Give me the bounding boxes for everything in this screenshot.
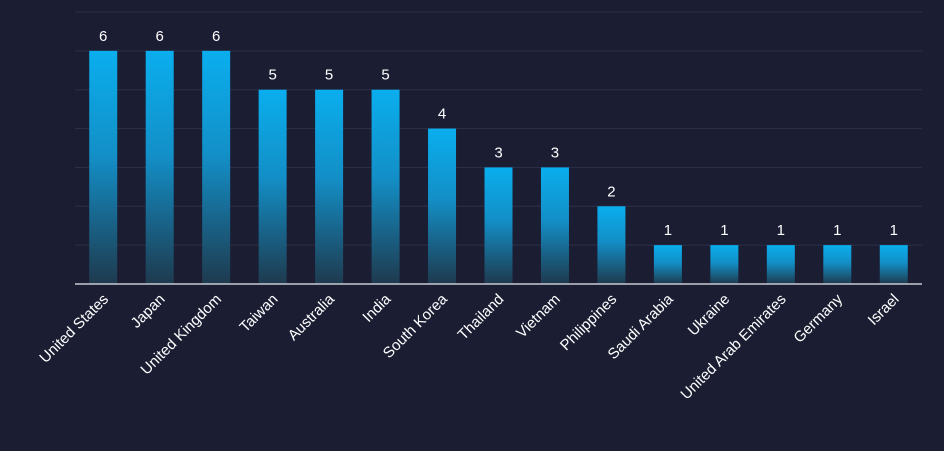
bar	[879, 245, 908, 284]
value-labels: 6 6 6 5 5 5 4 3 3 2 1 1 1 1 1	[99, 28, 898, 239]
bar	[315, 89, 344, 284]
data-label: 2	[607, 183, 615, 200]
bar	[766, 245, 795, 284]
data-label: 5	[381, 67, 389, 84]
data-label: 3	[551, 144, 559, 161]
bars	[89, 50, 908, 284]
data-label: 3	[494, 144, 502, 161]
data-label: 1	[833, 222, 841, 239]
data-label: 1	[664, 222, 672, 239]
bar	[202, 50, 231, 284]
bar	[258, 89, 287, 284]
bar	[484, 167, 513, 284]
bar	[597, 206, 626, 284]
bar	[823, 245, 852, 284]
bar	[371, 89, 400, 284]
data-label: 1	[890, 222, 898, 239]
data-label: 6	[156, 28, 164, 45]
bar	[89, 50, 118, 284]
bar	[428, 128, 457, 284]
data-label: 5	[268, 67, 276, 84]
bar	[145, 50, 174, 284]
bar	[653, 245, 682, 284]
data-label: 6	[212, 28, 220, 45]
data-label: 6	[99, 28, 107, 45]
data-label: 5	[325, 67, 333, 84]
data-label: 4	[438, 106, 446, 123]
data-label: 1	[777, 222, 785, 239]
bar	[710, 245, 739, 284]
data-label: 1	[720, 222, 728, 239]
bar	[540, 167, 569, 284]
